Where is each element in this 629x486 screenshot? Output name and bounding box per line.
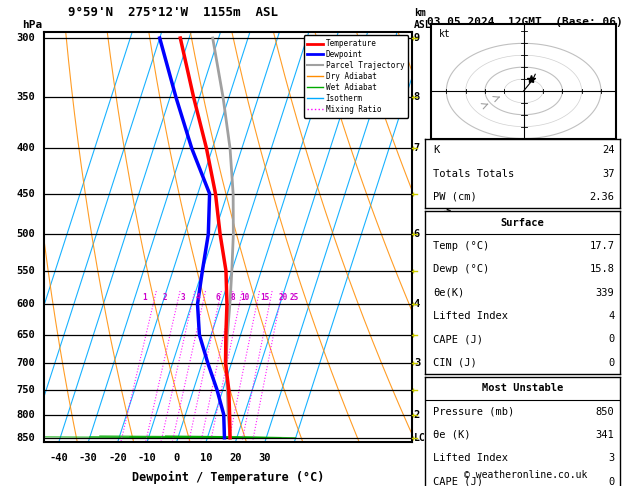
Text: km
ASL: km ASL: [414, 8, 431, 30]
Text: CAPE (J): CAPE (J): [433, 334, 483, 344]
Text: Mixing Ratio (g/kg): Mixing Ratio (g/kg): [440, 207, 450, 309]
Text: Most Unstable: Most Unstable: [482, 383, 564, 393]
Text: θe(K): θe(K): [433, 288, 464, 297]
Text: 10: 10: [199, 452, 212, 463]
Text: CIN (J): CIN (J): [433, 358, 477, 367]
Text: 339: 339: [596, 288, 615, 297]
Text: -40: -40: [49, 452, 68, 463]
Text: K: K: [433, 145, 439, 155]
Text: © weatheronline.co.uk: © weatheronline.co.uk: [464, 470, 587, 480]
Text: 03.05.2024  12GMT  (Base: 06): 03.05.2024 12GMT (Base: 06): [427, 17, 623, 27]
Text: 400: 400: [16, 143, 35, 154]
Text: 650: 650: [16, 330, 35, 340]
Text: 10: 10: [240, 293, 249, 302]
Text: 3: 3: [181, 293, 185, 302]
Text: 9: 9: [414, 33, 420, 43]
Text: 1: 1: [142, 293, 147, 302]
Text: -10: -10: [138, 452, 157, 463]
Text: 850: 850: [16, 433, 35, 443]
Text: 6: 6: [414, 229, 420, 239]
Text: Pressure (mb): Pressure (mb): [433, 407, 515, 417]
Text: 350: 350: [16, 92, 35, 102]
Text: 4: 4: [195, 293, 200, 302]
Text: 15: 15: [260, 293, 270, 302]
Text: 30: 30: [259, 452, 271, 463]
Text: 4: 4: [414, 299, 420, 309]
Text: 750: 750: [16, 385, 35, 395]
Text: 9°59'N  275°12'W  1155m  ASL: 9°59'N 275°12'W 1155m ASL: [68, 6, 278, 19]
Text: -20: -20: [108, 452, 127, 463]
Text: kt: kt: [438, 29, 450, 39]
Text: 800: 800: [16, 410, 35, 419]
Text: CAPE (J): CAPE (J): [433, 477, 483, 486]
Text: Dewp (°C): Dewp (°C): [433, 264, 489, 274]
Text: 300: 300: [16, 33, 35, 43]
Text: 2: 2: [414, 410, 420, 419]
Text: Surface: Surface: [501, 218, 545, 227]
Text: Dewpoint / Temperature (°C): Dewpoint / Temperature (°C): [132, 471, 324, 484]
Text: 550: 550: [16, 266, 35, 276]
Text: -30: -30: [79, 452, 97, 463]
Text: Lifted Index: Lifted Index: [433, 453, 508, 463]
Text: 2.36: 2.36: [589, 192, 615, 202]
Text: 500: 500: [16, 229, 35, 239]
Text: 0: 0: [608, 358, 615, 367]
Text: 341: 341: [596, 430, 615, 440]
Legend: Temperature, Dewpoint, Parcel Trajectory, Dry Adiabat, Wet Adiabat, Isotherm, Mi: Temperature, Dewpoint, Parcel Trajectory…: [304, 35, 408, 118]
Text: 17.7: 17.7: [589, 241, 615, 251]
Text: 450: 450: [16, 189, 35, 199]
Text: 20: 20: [229, 452, 242, 463]
Text: 37: 37: [602, 169, 615, 178]
Text: PW (cm): PW (cm): [433, 192, 477, 202]
Text: 20: 20: [278, 293, 287, 302]
Text: Totals Totals: Totals Totals: [433, 169, 515, 178]
Text: 8: 8: [231, 293, 235, 302]
Text: LCL: LCL: [414, 433, 431, 443]
Text: 700: 700: [16, 358, 35, 368]
Text: 4: 4: [608, 311, 615, 321]
Text: Temp (°C): Temp (°C): [433, 241, 489, 251]
Text: 0: 0: [608, 477, 615, 486]
Text: 600: 600: [16, 299, 35, 309]
Text: 850: 850: [596, 407, 615, 417]
Text: hPa: hPa: [22, 19, 42, 30]
Text: Lifted Index: Lifted Index: [433, 311, 508, 321]
Text: 24: 24: [602, 145, 615, 155]
Text: 0: 0: [608, 334, 615, 344]
Text: 6: 6: [216, 293, 220, 302]
Text: 3: 3: [414, 358, 420, 368]
Text: θe (K): θe (K): [433, 430, 470, 440]
Text: 7: 7: [414, 143, 420, 154]
Text: 2: 2: [163, 293, 167, 302]
Text: 0: 0: [174, 452, 180, 463]
Text: 15.8: 15.8: [589, 264, 615, 274]
Text: 3: 3: [608, 453, 615, 463]
Text: 8: 8: [414, 92, 420, 102]
Text: 25: 25: [290, 293, 299, 302]
